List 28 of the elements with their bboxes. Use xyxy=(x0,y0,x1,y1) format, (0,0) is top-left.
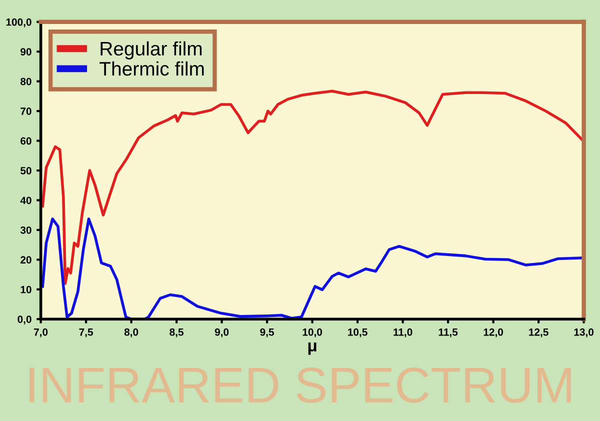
x-tick-label: 11,0 xyxy=(394,328,412,338)
x-axis-title: μ xyxy=(308,342,316,355)
legend-label: Regular film xyxy=(100,41,202,60)
x-tick-label: 7,5 xyxy=(79,328,93,338)
y-tick-label: 80 xyxy=(20,78,32,86)
y-tick-label: 30 xyxy=(20,226,32,234)
x-tick-label: 7,0 xyxy=(34,328,48,338)
x-tick-label: 12,0 xyxy=(484,328,504,338)
x-tick-label: 9,0 xyxy=(214,328,229,338)
line-series xyxy=(41,90,584,285)
x-tick-label: 12,5 xyxy=(529,328,548,338)
x-tick-label: 9,5 xyxy=(260,328,274,338)
y-tick-label: 70 xyxy=(20,108,32,115)
x-tick-label: 10,0 xyxy=(302,328,322,338)
x-tick-label: 8,0 xyxy=(124,328,138,338)
y-tick-label: 0,0 xyxy=(18,316,32,325)
x-tick-label: 10,5 xyxy=(348,328,368,338)
y-tick-label: 40 xyxy=(20,196,32,204)
x-tick-label: 11,5 xyxy=(438,328,458,338)
x-tick-label: 13,0 xyxy=(574,328,594,338)
y-tick-label: 90 xyxy=(20,48,32,56)
y-tick-label: 10 xyxy=(20,286,32,294)
y-tick-label: 100,0 xyxy=(6,18,32,28)
x-tick-label: 8,5 xyxy=(170,328,184,338)
y-tick-label: 60 xyxy=(20,137,32,145)
legend-label: Thermic film xyxy=(100,61,204,76)
y-tick-label: 20 xyxy=(20,256,32,264)
y-tick-label: 50 xyxy=(20,167,32,174)
